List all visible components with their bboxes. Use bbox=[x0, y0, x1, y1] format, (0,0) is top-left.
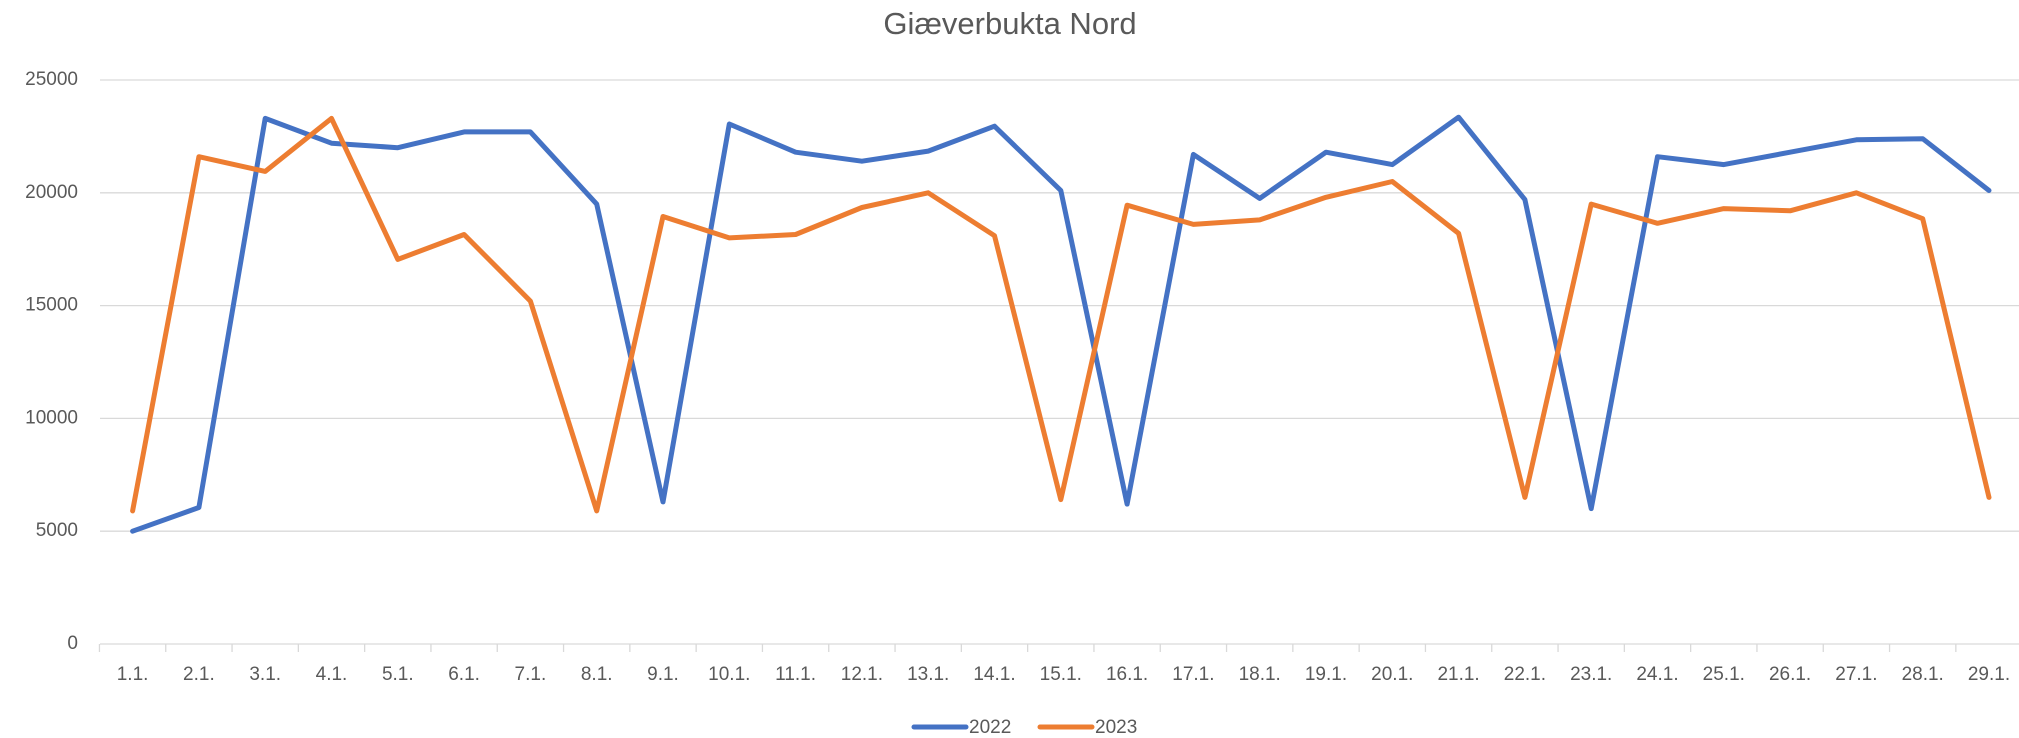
x-tick-label: 10.1. bbox=[708, 664, 750, 685]
x-tick-label: 29.1. bbox=[1968, 664, 2010, 685]
y-tick-label: 0 bbox=[67, 633, 78, 654]
chart-title: Giæverbukta Nord bbox=[883, 6, 1136, 41]
x-tick-label: 11.1. bbox=[775, 664, 816, 685]
legend-label: 2023 bbox=[1095, 717, 1137, 738]
x-tick-label: 8.1. bbox=[581, 664, 613, 685]
x-tick-label: 1.1. bbox=[117, 664, 149, 685]
y-tick-label: 20000 bbox=[25, 182, 78, 203]
x-tick-label: 14.1. bbox=[973, 664, 1015, 685]
line-series bbox=[130, 114, 1992, 534]
legend-label: 2022 bbox=[969, 717, 1011, 738]
x-tick-label: 6.1. bbox=[448, 664, 480, 685]
x-tick-label: 4.1. bbox=[316, 664, 348, 685]
x-tick-label: 7.1. bbox=[515, 664, 547, 685]
x-tick-label: 5.1. bbox=[382, 664, 414, 685]
x-tick-label: 23.1. bbox=[1570, 664, 1612, 685]
x-tick-label: 24.1. bbox=[1636, 664, 1678, 685]
x-tick-label: 12.1. bbox=[841, 664, 883, 685]
x-tick-label: 20.1. bbox=[1371, 664, 1413, 685]
x-tick-label: 18.1. bbox=[1239, 664, 1281, 685]
x-tick-label: 22.1. bbox=[1504, 664, 1546, 685]
x-tick-label: 27.1. bbox=[1835, 664, 1877, 685]
x-tick-label: 16.1. bbox=[1106, 664, 1148, 685]
x-tick-label: 26.1. bbox=[1769, 664, 1811, 685]
x-tick-label: 13.1. bbox=[907, 664, 949, 685]
x-tick-label: 25.1. bbox=[1703, 664, 1745, 685]
x-tick-label: 21.1. bbox=[1437, 664, 1479, 685]
x-tick-label: 9.1. bbox=[647, 664, 679, 685]
y-tick-label: 15000 bbox=[25, 295, 78, 316]
line-series bbox=[130, 115, 1992, 514]
x-tick-label: 28.1. bbox=[1902, 664, 1944, 685]
x-tick-label: 3.1. bbox=[249, 664, 281, 685]
y-tick-label: 25000 bbox=[25, 69, 78, 90]
y-tick-label: 5000 bbox=[36, 520, 78, 541]
x-tick-label: 15.1. bbox=[1040, 664, 1082, 685]
x-tick-label: 2.1. bbox=[183, 664, 215, 685]
x-tick-label: 17.1. bbox=[1172, 664, 1214, 685]
y-tick-label: 10000 bbox=[25, 407, 78, 428]
x-tick-label: 19.1. bbox=[1305, 664, 1347, 685]
